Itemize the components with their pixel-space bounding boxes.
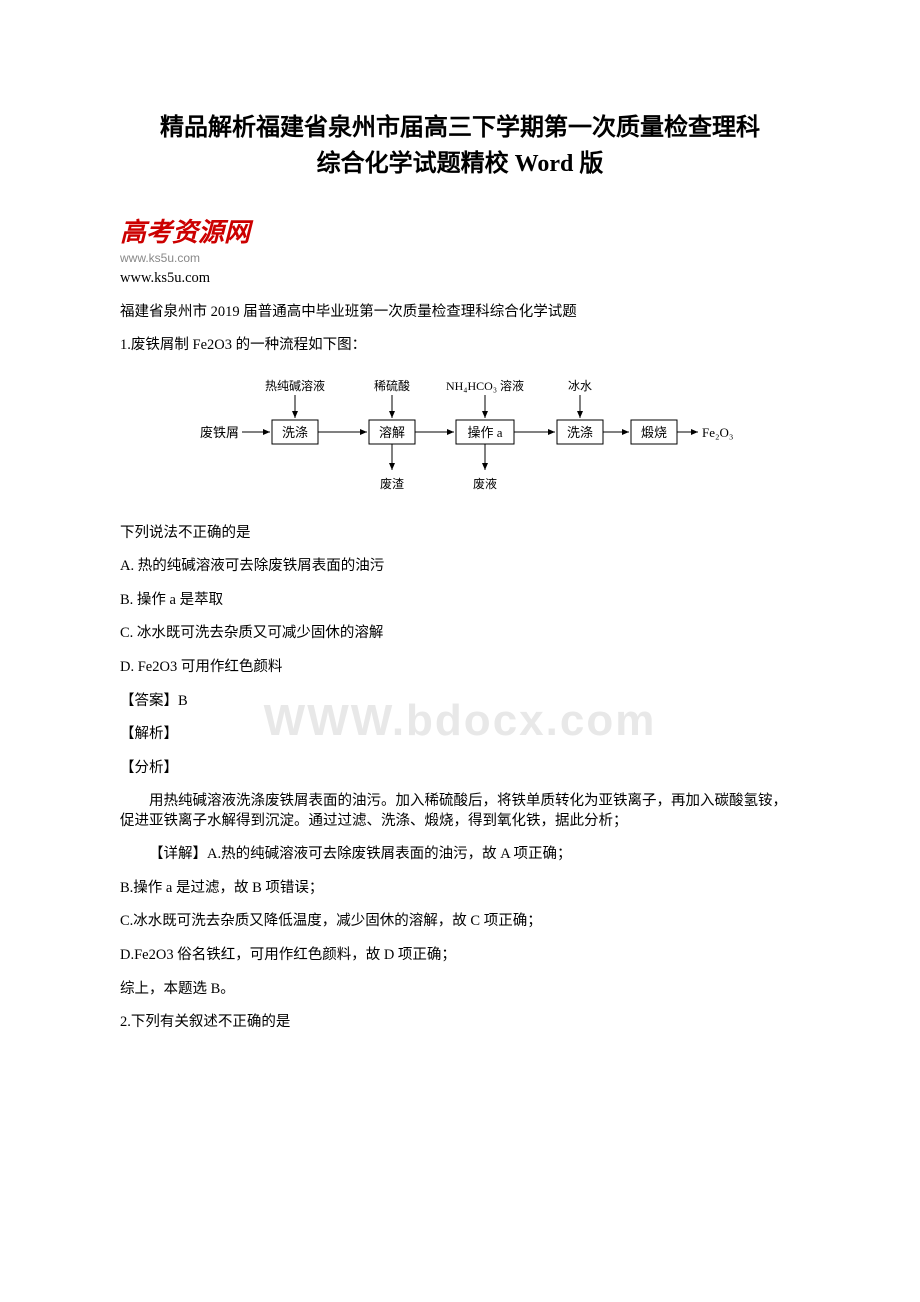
q1-prompt: 下列说法不正确的是	[120, 524, 800, 544]
logo-text: 高考资源网	[120, 212, 800, 249]
q1-detail-c: C.冰水既可洗去杂质又降低温度，减少固休的溶解，故 C 项正确；	[120, 912, 800, 932]
q1-detail-b: B.操作 a 是过滤，故 B 项错误；	[120, 879, 800, 899]
q1-jiexi-label: 【解析】	[120, 725, 800, 745]
q1-detail-d: D.Fe2O3 俗名铁红，可用作红色颜料，故 D 项正确；	[120, 946, 800, 966]
q1-option-b: B. 操作 a 是萃取	[120, 591, 800, 611]
q2-stem: 2.下列有关叙述不正确的是	[120, 1013, 800, 1033]
fc-bottom-2: 废液	[473, 476, 497, 491]
fc-box-4: 洗涤	[567, 425, 593, 440]
document-page: 精品解析福建省泉州市届高三下学期第一次质量检查理科 综合化学试题精校 Word …	[0, 0, 920, 1087]
document-title: 精品解析福建省泉州市届高三下学期第一次质量检查理科 综合化学试题精校 Word …	[120, 110, 800, 182]
q1-option-c: C. 冰水既可洗去杂质又可减少固休的溶解	[120, 624, 800, 644]
exam-title: 福建省泉州市 2019 届普通高中毕业班第一次质量检查理科综合化学试题	[120, 303, 800, 323]
fc-box-1: 洗涤	[282, 425, 308, 440]
fc-box-2: 溶解	[379, 425, 405, 440]
title-line-1: 精品解析福建省泉州市届高三下学期第一次质量检查理科	[120, 110, 800, 146]
q1-conclusion: 综上，本题选 B。	[120, 980, 800, 1000]
q1-fenxi-text: 用热纯碱溶液洗涤废铁屑表面的油污。加入稀硫酸后，将铁单质转化为亚铁离子，再加入碳…	[120, 792, 800, 831]
fc-top-label-4: 冰水	[568, 379, 592, 393]
q1-detail-a: 【详解】A.热的纯碱溶液可去除废铁屑表面的油污，故 A 项正确；	[120, 845, 800, 865]
q1-answer: 【答案】B	[120, 692, 800, 712]
fc-top-label-1: 热纯碱溶液	[265, 378, 325, 393]
flowchart: 热纯碱溶液 稀硫酸 NH₄HCO₃ 溶液 冰水 废铁屑 洗涤 溶解 操作 a 洗…	[120, 370, 800, 510]
q1-option-d: D. Fe2O3 可用作红色颜料	[120, 658, 800, 678]
fc-top-label-2: 稀硫酸	[374, 378, 410, 393]
q1-stem: 1.废铁屑制 Fe2O3 的一种流程如下图：	[120, 336, 800, 356]
fc-end: Fe₂O₃	[702, 425, 733, 440]
q1-fenxi-label: 【分析】	[120, 759, 800, 779]
logo-block: 高考资源网 www.ks5u.com	[120, 212, 800, 265]
q1-option-a: A. 热的纯碱溶液可去除废铁屑表面的油污	[120, 557, 800, 577]
fc-top-label-3: NH₄HCO₃ 溶液	[446, 378, 524, 393]
fc-box-3: 操作 a	[467, 425, 502, 440]
fc-box-5: 煅烧	[641, 425, 667, 440]
logo-url: www.ks5u.com	[120, 251, 800, 265]
fc-start: 废铁屑	[200, 425, 239, 440]
fc-bottom-1: 废渣	[380, 476, 404, 491]
source-url: www.ks5u.com	[120, 269, 800, 289]
title-line-2: 综合化学试题精校 Word 版	[120, 146, 800, 182]
